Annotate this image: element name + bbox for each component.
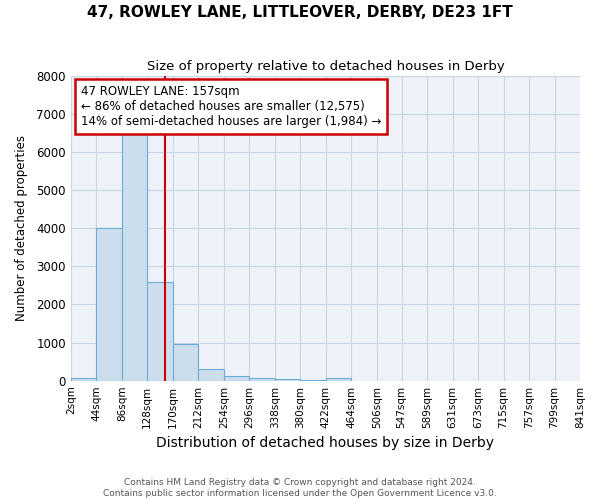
Bar bbox=[71, 378, 97, 380]
Bar bbox=[224, 376, 249, 380]
Text: 47 ROWLEY LANE: 157sqm
← 86% of detached houses are smaller (12,575)
14% of semi: 47 ROWLEY LANE: 157sqm ← 86% of detached… bbox=[81, 84, 382, 128]
Bar bbox=[173, 344, 198, 380]
X-axis label: Distribution of detached houses by size in Derby: Distribution of detached houses by size … bbox=[157, 436, 494, 450]
Text: Contains HM Land Registry data © Crown copyright and database right 2024.
Contai: Contains HM Land Registry data © Crown c… bbox=[103, 478, 497, 498]
Bar bbox=[249, 378, 275, 380]
Text: 47, ROWLEY LANE, LITTLEOVER, DERBY, DE23 1FT: 47, ROWLEY LANE, LITTLEOVER, DERBY, DE23… bbox=[87, 5, 513, 20]
Bar bbox=[97, 228, 122, 380]
Bar bbox=[326, 378, 351, 380]
Bar bbox=[198, 369, 224, 380]
Bar bbox=[147, 282, 173, 380]
Bar bbox=[275, 379, 300, 380]
Bar bbox=[122, 129, 147, 380]
Y-axis label: Number of detached properties: Number of detached properties bbox=[15, 135, 28, 321]
Title: Size of property relative to detached houses in Derby: Size of property relative to detached ho… bbox=[146, 60, 504, 73]
